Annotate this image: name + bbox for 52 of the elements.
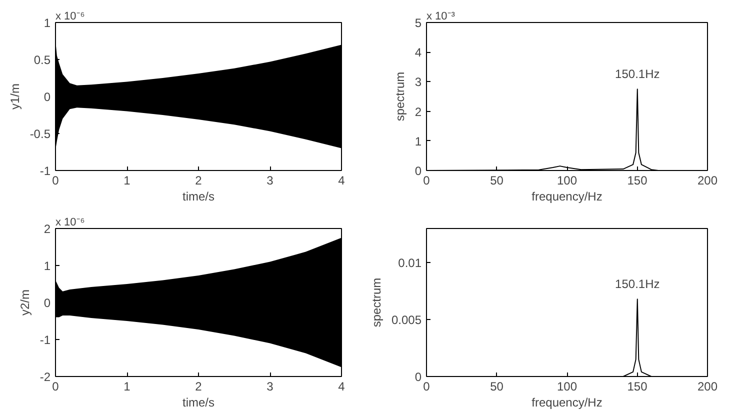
y-axis-title: spectrum: [392, 72, 407, 122]
x-axis-title: frequency/Hz: [532, 396, 602, 410]
x-tick-label: 150: [627, 174, 648, 188]
y-tick-label: 3: [414, 75, 422, 90]
text: x 10⁻³: [426, 10, 456, 22]
x-tick-label: 4: [338, 174, 346, 188]
x-tick-label: 0: [423, 380, 430, 394]
x-tick-label: 3: [266, 174, 274, 188]
x-tick-label: 100: [556, 380, 578, 394]
x-tick-label: 200: [697, 380, 718, 394]
x-tick-label: 0: [52, 380, 60, 394]
y-tick-label: 0.5: [34, 53, 51, 67]
y-tick-label: -1: [40, 164, 51, 178]
y-tick-label: 0: [44, 90, 51, 104]
x-tick-label: 0: [423, 174, 430, 188]
y-tick-label: 0: [414, 164, 422, 178]
x-tick-label: 0: [52, 174, 60, 188]
y-tick-label: 0.01: [398, 256, 422, 270]
x-axis-title: time/s: [182, 190, 215, 204]
x-axis-title: frequency/Hz: [532, 190, 602, 204]
x-tick-label: 1: [124, 174, 131, 188]
x-tick-label: 1: [124, 380, 131, 394]
annotation: 150.1Hz: [615, 277, 660, 292]
y-tick-label: 0: [414, 370, 422, 384]
y-tick-label: 1: [414, 134, 422, 148]
annotation: x 10⁻⁶: [56, 10, 85, 22]
y-tick-label: 4: [414, 46, 422, 60]
x-axis-title: time/s: [182, 396, 215, 410]
y-tick-label: 5: [414, 16, 422, 30]
y-tick-label: 0: [44, 296, 51, 310]
x-tick-label: 150: [627, 380, 648, 394]
y-tick-label: 1: [44, 16, 51, 30]
annotation: 150.1Hz: [615, 67, 660, 82]
x-tick-label: 2: [195, 380, 202, 394]
x-tick-label: 3: [266, 380, 274, 394]
y-tick-label: 0.005: [391, 313, 422, 328]
y-axis-title: y2/m: [18, 289, 32, 316]
y-tick-label: -2: [40, 370, 51, 384]
x-tick-label: 50: [490, 174, 504, 188]
x-tick-label: 2: [195, 174, 202, 188]
x-tick-label: 50: [490, 380, 504, 394]
y-axis-title: spectrum: [369, 278, 384, 328]
y-axis-title: y1/m: [8, 83, 22, 110]
x-tick-label: 4: [338, 380, 346, 394]
y-tick-label: 1: [44, 259, 51, 273]
x-tick-label: 100: [556, 174, 578, 188]
y-tick-label: 2: [44, 222, 51, 236]
y-tick-label: 2: [414, 104, 422, 119]
x-tick-label: 200: [697, 174, 718, 188]
y-tick-label: -0.5: [30, 127, 51, 141]
y-tick-label: -1: [40, 333, 51, 347]
annotation: x 10⁻⁶: [56, 216, 85, 228]
